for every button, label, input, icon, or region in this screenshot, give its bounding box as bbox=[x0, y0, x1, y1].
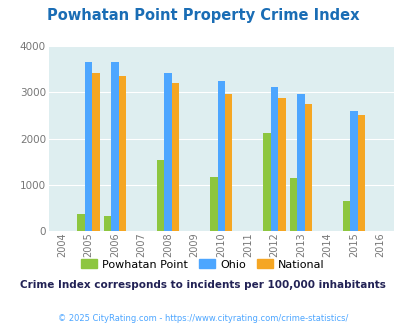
Text: Powhatan Point Property Crime Index: Powhatan Point Property Crime Index bbox=[47, 8, 358, 23]
Text: © 2025 CityRating.com - https://www.cityrating.com/crime-statistics/: © 2025 CityRating.com - https://www.city… bbox=[58, 314, 347, 323]
Bar bbox=[119, 76, 126, 231]
Bar bbox=[217, 81, 224, 231]
Bar bbox=[77, 214, 85, 231]
Legend: Powhatan Point, Ohio, National: Powhatan Point, Ohio, National bbox=[77, 255, 328, 274]
Bar bbox=[104, 216, 111, 231]
Bar bbox=[277, 98, 285, 231]
Bar bbox=[111, 62, 119, 231]
Bar bbox=[157, 160, 164, 231]
Bar bbox=[262, 133, 270, 231]
Bar bbox=[164, 73, 171, 231]
Bar bbox=[270, 87, 277, 231]
Text: Crime Index corresponds to incidents per 100,000 inhabitants: Crime Index corresponds to incidents per… bbox=[20, 280, 385, 290]
Bar bbox=[342, 201, 350, 231]
Bar bbox=[289, 178, 296, 231]
Bar bbox=[85, 62, 92, 231]
Bar bbox=[224, 94, 232, 231]
Bar bbox=[210, 178, 217, 231]
Bar bbox=[171, 83, 179, 231]
Bar bbox=[304, 104, 311, 231]
Bar bbox=[92, 74, 100, 231]
Bar bbox=[350, 111, 357, 231]
Bar bbox=[296, 94, 304, 231]
Bar bbox=[357, 115, 364, 231]
